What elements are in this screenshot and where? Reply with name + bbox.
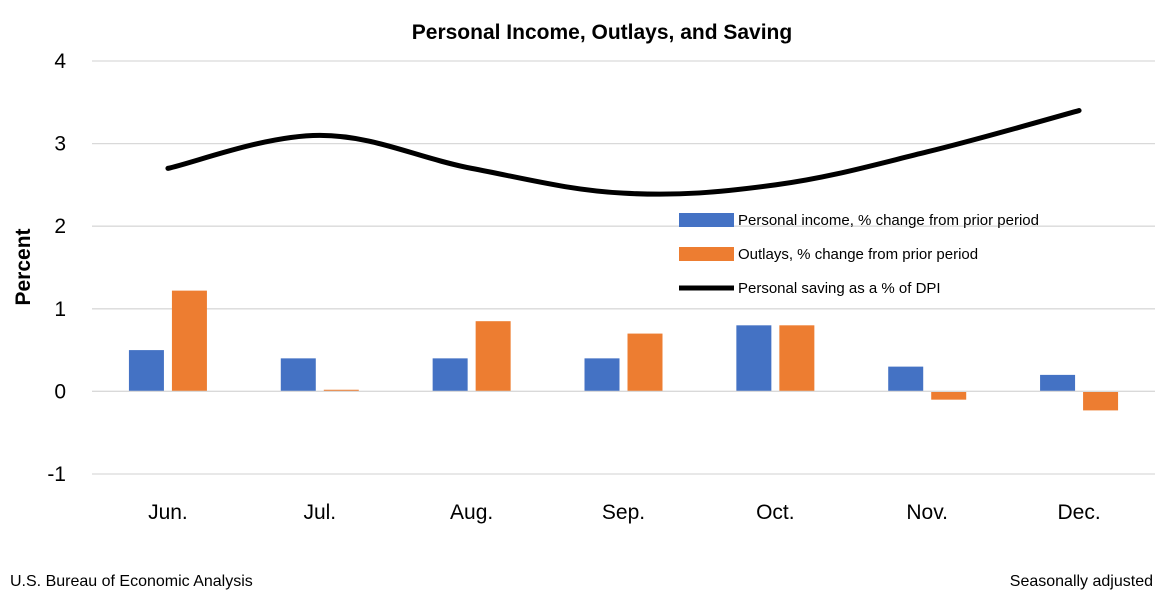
chart-title: Personal Income, Outlays, and Saving bbox=[412, 21, 792, 44]
legend-label-0: Personal income, % change from prior per… bbox=[738, 212, 1039, 229]
x-tick-label: Aug. bbox=[450, 501, 493, 524]
outlays-bar-5 bbox=[931, 391, 967, 400]
saving-rate-line bbox=[165, 108, 1082, 197]
outlays-bar-6 bbox=[1083, 391, 1119, 411]
y-tick-label: 2 bbox=[54, 215, 66, 238]
bars bbox=[92, 290, 1155, 411]
outlays-bar-0 bbox=[171, 290, 207, 392]
y-tick-label: -1 bbox=[47, 463, 66, 486]
outlays-bar-3 bbox=[627, 333, 663, 392]
y-tick-label: 1 bbox=[54, 298, 66, 321]
saving-line bbox=[165, 108, 1082, 197]
income-bar-1 bbox=[280, 358, 316, 392]
x-tick-label: Oct. bbox=[756, 501, 795, 524]
y-tick-label: 4 bbox=[54, 50, 66, 73]
income-bar-3 bbox=[584, 358, 620, 392]
x-tick-label: Jul. bbox=[303, 501, 336, 524]
income-bar-5 bbox=[888, 366, 924, 392]
legend-swatch-0 bbox=[679, 213, 734, 227]
adjustment-note: Seasonally adjusted bbox=[1010, 573, 1153, 590]
x-tick-label: Dec. bbox=[1057, 501, 1100, 524]
source-note: U.S. Bureau of Economic Analysis bbox=[10, 573, 253, 590]
y-tick-label: 0 bbox=[54, 380, 66, 403]
y-axis-ticks: -1 0 1 2 3 4 bbox=[47, 50, 66, 486]
income-bar-4 bbox=[736, 325, 772, 392]
outlays-bar-4 bbox=[779, 325, 815, 392]
x-tick-label: Nov. bbox=[906, 501, 948, 524]
outlays-bar-1 bbox=[323, 389, 359, 392]
income-bar-6 bbox=[1040, 374, 1076, 392]
legend-label-2: Personal saving as a % of DPI bbox=[738, 280, 941, 297]
x-tick-label: Sep. bbox=[602, 501, 645, 524]
y-axis-label: Percent bbox=[12, 228, 35, 305]
legend: Personal income, % change from prior per… bbox=[679, 212, 1039, 297]
gridlines bbox=[92, 60, 1155, 475]
legend-label-1: Outlays, % change from prior period bbox=[738, 246, 978, 263]
outlays-bar-2 bbox=[475, 321, 511, 392]
income-bar-2 bbox=[432, 358, 468, 392]
legend-swatch-1 bbox=[679, 247, 734, 261]
income-bar-0 bbox=[128, 350, 164, 392]
y-tick-label: 3 bbox=[54, 133, 66, 156]
x-axis-ticks: Jun. Jul. Aug. Sep. Oct. Nov. Dec. bbox=[148, 501, 1101, 524]
x-tick-label: Jun. bbox=[148, 501, 188, 524]
